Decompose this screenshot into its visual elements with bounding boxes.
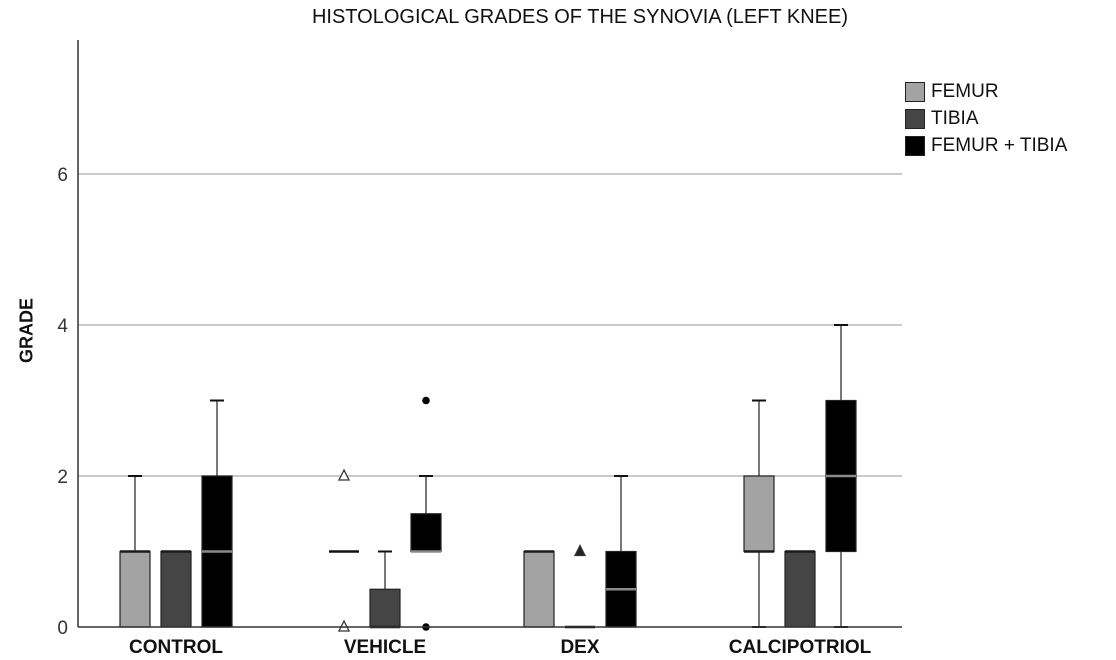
axis-layer: 0 2 4 6 CONTROL VEHICLE DEX CALCIPOTRIOL <box>57 40 902 658</box>
x-tick-label: CALCIPOTRIOL <box>729 637 872 658</box>
box-1-3 <box>784 550 816 628</box>
outlier-circle <box>422 396 430 405</box>
box-2-1 <box>410 513 442 553</box>
box-1-0 <box>160 550 192 628</box>
box-1-1 <box>369 588 401 628</box>
legend-label: TIBIA <box>931 107 979 129</box>
x-tick-label: CONTROL <box>129 637 223 658</box>
legend-label: FEMUR <box>931 80 999 102</box>
box-layer <box>119 324 857 632</box>
outlier-triangle <box>573 544 587 557</box>
legend-item: FEMUR + TIBIA <box>905 132 1067 159</box>
legend-label: FEMUR + TIBIA <box>931 134 1068 156</box>
grid-layer <box>78 173 902 477</box>
y-tick-label: 6 <box>57 165 68 186</box>
y-tick-label: 0 <box>57 618 68 639</box>
box-0-2 <box>523 550 555 628</box>
x-tick-label: VEHICLE <box>344 637 426 658</box>
legend: FEMUR TIBIA FEMUR + TIBIA <box>905 78 1067 159</box>
legend-item: TIBIA <box>905 105 1067 132</box>
chart-title: HISTOLOGICAL GRADES OF THE SYNOVIA (LEFT… <box>311 6 849 28</box>
legend-swatch <box>905 108 925 129</box>
box-0-0 <box>119 550 151 628</box>
legend-item: FEMUR <box>905 78 1067 105</box>
y-tick-label: 2 <box>57 467 68 488</box>
y-tick-label: 4 <box>57 316 68 337</box>
outlier-triangle <box>337 619 351 632</box>
x-tick-label: DEX <box>560 637 599 658</box>
box-0-3 <box>743 475 775 553</box>
legend-swatch <box>905 81 925 102</box>
legend-swatch <box>905 135 925 156</box>
outlier-triangle <box>337 468 351 481</box>
